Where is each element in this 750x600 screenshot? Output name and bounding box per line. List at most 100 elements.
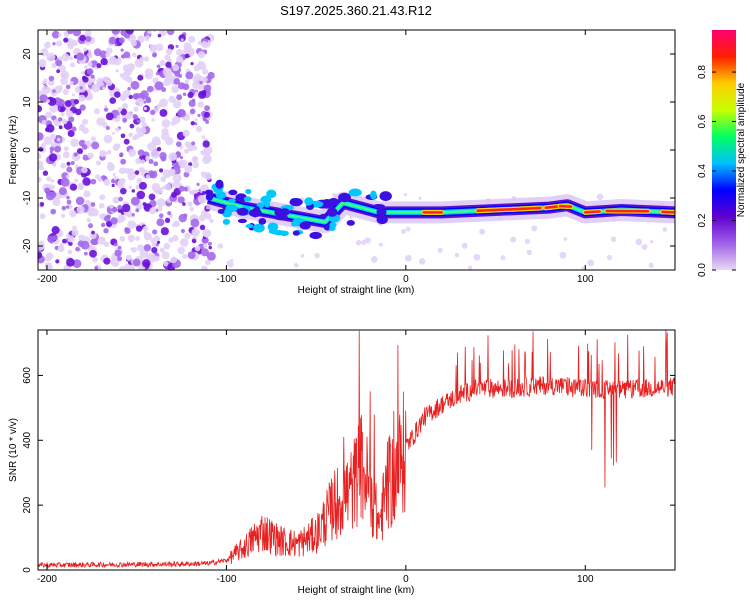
noise-blob [149, 109, 156, 116]
noise-blob [66, 199, 72, 205]
noise-blob [182, 83, 190, 91]
noise-blob [62, 238, 67, 244]
noise-blob [48, 75, 55, 82]
noise-blob [166, 30, 175, 36]
noise-blob [129, 123, 135, 129]
noise-blob [96, 77, 106, 87]
noise-blob [180, 229, 186, 234]
noise-blob [136, 177, 143, 184]
noise-blob [190, 218, 200, 228]
noise-blob [114, 91, 121, 98]
noise-blob [207, 71, 215, 80]
colorbar-axis: 0.0 0.2 0.4 0.6 0.8 [697, 65, 736, 277]
x-tick-label: 100 [577, 274, 594, 285]
noise-blob [159, 98, 168, 108]
noise-blob [56, 137, 61, 142]
noise-blob [72, 225, 77, 231]
track-blob [376, 207, 387, 217]
track-blob [304, 197, 314, 206]
noise-blob [73, 99, 80, 105]
noise-blob [102, 86, 106, 90]
noise-blob [635, 238, 643, 246]
noise-blob [177, 109, 186, 118]
noise-blob [50, 179, 55, 183]
colorbar-tick-label: 0.6 [697, 114, 708, 128]
noise-blob [473, 253, 481, 261]
noise-blob [197, 195, 207, 204]
noise-blob [192, 81, 200, 90]
noise-blob [68, 116, 75, 123]
noise-blob [128, 185, 132, 190]
noise-blob [188, 99, 196, 108]
noise-blob [145, 96, 151, 102]
noise-blob [135, 97, 144, 107]
noise-blob [50, 208, 57, 215]
y-tick-label: 20 [22, 48, 33, 60]
noise-blob [64, 100, 72, 108]
noise-blob [75, 246, 80, 252]
noise-blob [97, 236, 106, 245]
noise-blob [161, 127, 169, 136]
colorbar-bar [712, 30, 736, 270]
noise-blob [418, 196, 422, 200]
noise-blob [197, 113, 201, 118]
noise-blob [143, 100, 147, 104]
noise-blob [122, 117, 128, 123]
noise-blob [48, 153, 58, 162]
noise-blob [76, 205, 85, 214]
track-blob [266, 189, 277, 199]
noise-blob [182, 202, 186, 206]
noise-blob [99, 50, 108, 59]
noise-blob [68, 241, 73, 246]
noise-blob [454, 252, 460, 258]
noise-blob [143, 244, 152, 252]
track-blob [290, 220, 298, 227]
noise-blob [80, 240, 90, 250]
noise-blob [91, 230, 95, 235]
noise-blob [102, 76, 110, 83]
track-blob [348, 188, 362, 197]
noise-blob [118, 167, 126, 175]
noise-blob [101, 175, 106, 180]
snr-y-axis: 0 200 400 600 [22, 367, 675, 573]
noise-blob [84, 65, 88, 70]
noise-blob [168, 152, 177, 161]
noise-blob [160, 227, 169, 236]
noise-blob [57, 85, 63, 91]
track-blob [309, 231, 322, 240]
noise-blob [80, 123, 84, 128]
noise-blob [190, 121, 195, 126]
noise-blob [69, 183, 78, 191]
y-tick-label: 400 [22, 431, 33, 448]
noise-blob [150, 149, 160, 159]
noise-blob [140, 159, 146, 165]
track-hot-red [476, 206, 542, 213]
noise-blob [75, 196, 85, 206]
noise-blob [194, 118, 198, 122]
track-blob [299, 221, 311, 230]
noise-blob [94, 266, 99, 270]
noise-blob [82, 76, 89, 83]
track-blob [292, 230, 300, 236]
noise-blob [159, 247, 165, 253]
noise-blob [176, 94, 183, 101]
noise-blob [58, 187, 67, 196]
noise-blob [191, 228, 200, 237]
noise-blob [106, 149, 112, 155]
noise-blob [57, 245, 65, 253]
noise-blob [355, 239, 362, 246]
noise-blob [526, 249, 532, 256]
signal-track [204, 179, 675, 240]
noise-blob [120, 133, 126, 139]
track-blob [267, 222, 279, 232]
noise-blob [610, 236, 617, 243]
noise-blob [73, 152, 78, 157]
noise-blob [170, 256, 178, 264]
colorbar-tick-label: 0.8 [697, 65, 708, 79]
noise-blob [99, 194, 106, 201]
noise-blob [44, 255, 52, 262]
noise-blob [479, 228, 486, 235]
noise-blob [204, 105, 210, 112]
noise-blob [178, 73, 183, 78]
noise-blob [38, 202, 41, 207]
